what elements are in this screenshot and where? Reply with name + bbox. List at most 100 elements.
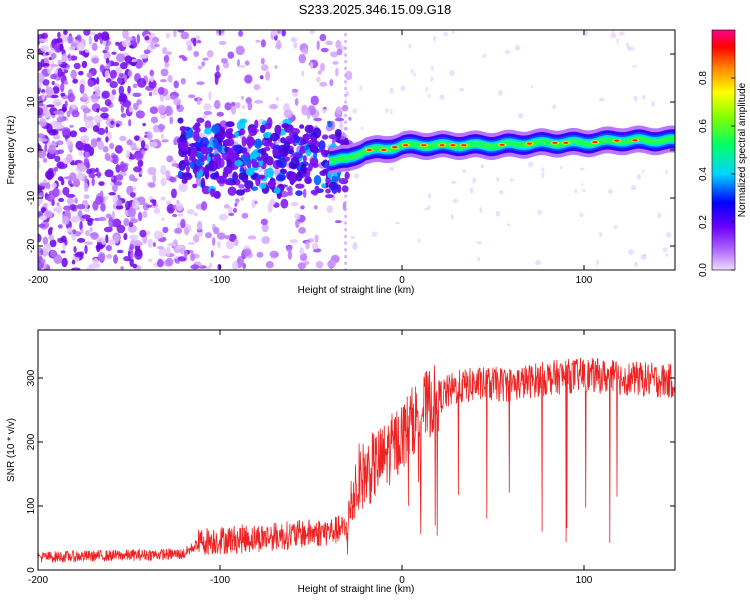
signal-blob <box>204 127 212 135</box>
noise-blob <box>128 119 132 127</box>
noise-blob <box>132 92 142 98</box>
noise-blob <box>451 31 455 35</box>
signal-blob <box>204 120 212 130</box>
noise-blob <box>42 157 48 163</box>
noise-blob <box>535 259 542 266</box>
noise-blob <box>166 106 174 116</box>
noise-blob <box>105 78 112 83</box>
signal-blob <box>293 153 303 159</box>
noise-blob <box>344 214 347 219</box>
noise-blob <box>66 138 71 146</box>
noise-blob <box>160 133 165 139</box>
noise-blob <box>75 140 84 150</box>
noise-blob <box>48 234 55 241</box>
noise-blob <box>71 259 76 265</box>
noise-blob <box>126 92 131 97</box>
noise-blob <box>93 86 101 91</box>
noise-blob <box>171 163 180 167</box>
noise-blob <box>115 204 124 210</box>
noise-blob <box>110 120 115 126</box>
noise-blob <box>498 190 504 195</box>
spectrogram-x-tick-label: 100 <box>576 275 593 286</box>
noise-blob <box>608 189 613 195</box>
noise-blob <box>38 133 45 139</box>
noise-blob <box>253 84 261 91</box>
noise-blob <box>142 123 146 127</box>
signal-blob <box>259 182 267 190</box>
colorbar-gradient <box>711 29 736 271</box>
noise-blob <box>552 104 557 110</box>
signal-blob <box>200 177 206 189</box>
noise-blob <box>91 177 95 187</box>
noise-blob <box>60 92 66 97</box>
noise-blob <box>62 106 68 112</box>
noise-blob <box>180 247 184 255</box>
noise-blob <box>269 198 276 206</box>
noise-blob <box>301 70 305 77</box>
noise-blob <box>293 41 298 49</box>
noise-blob <box>634 261 639 267</box>
noise-blob <box>135 110 145 119</box>
noise-blob <box>74 253 83 258</box>
noise-blob <box>88 35 92 46</box>
spectrogram-y-tick-label: -20 <box>26 238 37 253</box>
signal-blob <box>228 127 234 133</box>
noise-blob <box>97 251 106 262</box>
noise-blob <box>390 108 393 115</box>
noise-blob <box>335 67 339 77</box>
noise-blob <box>177 30 185 33</box>
noise-blob <box>44 143 48 153</box>
noise-blob <box>218 40 227 46</box>
noise-blob <box>86 72 93 78</box>
noise-blob <box>89 227 93 232</box>
noise-blob <box>43 244 52 252</box>
signal-blob <box>313 127 322 139</box>
noise-blob <box>180 31 190 40</box>
noise-blob <box>305 240 310 250</box>
noise-blob <box>86 168 93 175</box>
snr-x-tick-label: 100 <box>576 575 593 586</box>
noise-blob <box>84 49 90 53</box>
signal-blob <box>259 174 265 180</box>
noise-blob <box>66 193 76 198</box>
noise-blob <box>232 260 239 270</box>
signal-blob <box>290 127 301 135</box>
noise-blob <box>152 86 159 96</box>
noise-blob <box>147 166 157 176</box>
noise-blob <box>128 106 134 113</box>
noise-blob <box>224 102 232 111</box>
noise-blob <box>433 36 437 42</box>
noise-blob <box>71 110 80 118</box>
noise-blob <box>310 95 319 106</box>
noise-blob <box>261 223 269 233</box>
noise-blob <box>518 112 524 119</box>
noise-blob <box>147 238 154 248</box>
noise-blob <box>40 32 49 39</box>
noise-blob <box>118 85 125 96</box>
noise-blob <box>344 221 347 225</box>
noise-blob <box>201 201 208 211</box>
noise-blob <box>204 232 212 239</box>
noise-blob <box>165 257 174 267</box>
signal-blob <box>289 173 298 183</box>
noise-blob <box>89 151 93 157</box>
noise-blob <box>350 235 356 239</box>
noise-blob <box>134 241 144 247</box>
noise-blob <box>260 64 269 72</box>
noise-blob <box>146 230 151 236</box>
noise-blob <box>105 244 112 252</box>
noise-blob <box>344 80 347 84</box>
noise-blob <box>90 232 99 240</box>
noise-blob <box>238 64 246 68</box>
noise-blob <box>184 227 189 236</box>
noise-blob <box>38 233 42 243</box>
noise-blob <box>413 72 416 77</box>
noise-blob <box>80 228 84 234</box>
noise-blob <box>344 120 347 124</box>
signal-blob <box>278 157 287 169</box>
signal-blob <box>304 124 314 134</box>
noise-blob <box>108 94 115 102</box>
noise-blob <box>98 216 107 222</box>
noise-blob <box>332 61 339 65</box>
noise-blob <box>110 176 115 180</box>
